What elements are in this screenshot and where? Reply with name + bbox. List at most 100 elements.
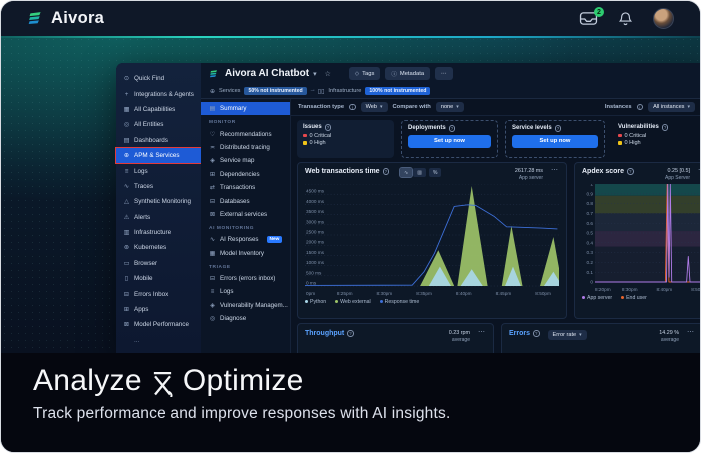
help-icon[interactable] — [324, 124, 332, 131]
help-icon[interactable] — [347, 330, 354, 337]
transactions-icon: ⇄ — [209, 185, 216, 192]
svg-text:8:40pm: 8:40pm — [657, 287, 673, 292]
sidebar-item-dashboards[interactable]: ▤ Dashboards — [116, 133, 201, 148]
sidebar-item-errors-inbox[interactable]: ⊟ Errors Inbox — [116, 286, 201, 301]
sidebar-item-apps[interactable]: ⊞ Apps — [116, 302, 201, 317]
help-icon[interactable] — [661, 124, 669, 131]
model-icon: ⊠ — [123, 321, 130, 329]
svg-text:0.6: 0.6 — [586, 221, 593, 226]
error-rate-select[interactable]: Error rate ▾ — [547, 330, 587, 340]
set-up-now-button[interactable]: Set up now — [408, 134, 491, 148]
more-button[interactable]: ⋯ — [551, 167, 558, 174]
nav-item-errors-errors-inbox[interactable]: ⊟ Errors (errors inbox) — [201, 272, 290, 285]
card-title: Issues — [303, 124, 322, 131]
database-icon: ⊟ — [209, 198, 216, 205]
svg-text:8:35pm: 8:35pm — [416, 291, 432, 296]
nav-item-transactions[interactable]: ⇄ Transactions — [201, 181, 290, 194]
sidebar-item-traces[interactable]: ∿ Traces — [116, 179, 201, 194]
more-button[interactable]: ⋯ — [687, 329, 694, 336]
svg-text:2000 ms: 2000 ms — [306, 240, 325, 245]
sidebar-item-logs[interactable]: ≡ Logs — [116, 163, 201, 178]
inbox-button[interactable]: 2 — [579, 7, 604, 26]
nav-item-label: Model Inventory — [220, 249, 265, 257]
sidebar-item-integrations-agents[interactable]: + Integrations & Agents — [116, 86, 201, 101]
svg-text:0.7: 0.7 — [586, 211, 593, 216]
help-icon[interactable] — [627, 168, 634, 175]
nav-item-distributed-tracing[interactable]: ≍ Distributed tracing — [201, 141, 290, 154]
user-avatar[interactable] — [653, 8, 674, 29]
svg-text:3000 ms: 3000 ms — [306, 219, 325, 224]
metadata-button[interactable]: ⓘ Metadata — [385, 67, 431, 80]
status-text: 0 High — [624, 140, 641, 146]
favorite-star-icon[interactable]: ☆ — [324, 70, 331, 78]
nav-item-diagnose[interactable]: ◎ Diagnose — [201, 312, 290, 325]
nav-item-vulnerability-managem[interactable]: ◈ Vulnerability Managem... — [201, 299, 290, 312]
sidebar-item-infrastructure[interactable]: ▥ Infrastructure — [116, 225, 201, 240]
nav-item-external-services[interactable]: ⊠ External services — [201, 208, 290, 221]
sidebar-item-model-performance[interactable]: ⊠ Model Performance — [116, 317, 201, 332]
nav-item-databases[interactable]: ⊟ Databases — [201, 194, 290, 207]
nav-item-summary[interactable]: ▤ Summary — [201, 102, 290, 116]
svg-text:0.5: 0.5 — [586, 231, 593, 236]
more-button[interactable]: ⋯ — [697, 167, 700, 174]
bottom-cards-row: Throughput 0.23 rpm average ⋯ Errors Err… — [297, 323, 700, 353]
web-transactions-chart: 0 ms 500 ms 1000 ms 1500 ms 2000 ms 2500 ms 30… — [305, 184, 559, 298]
help-icon[interactable] — [554, 125, 562, 132]
summary-icon: ▤ — [209, 106, 216, 113]
nav-item-ai-responses[interactable]: ∿ AI Responses New — [201, 233, 290, 246]
instances-select[interactable]: All instances ▾ — [648, 102, 695, 112]
transaction-type-select[interactable]: Web ▾ — [360, 102, 388, 112]
more-button[interactable]: ⋯ — [478, 329, 485, 336]
inbox-icon: ⊟ — [209, 276, 216, 283]
sidebar-item-synthetic-monitoring[interactable]: △ Synthetic Monitoring — [116, 194, 201, 209]
nav-item-label: Summary — [220, 105, 247, 113]
compare-with-select[interactable]: none ▾ — [435, 102, 464, 112]
globe-icon: ⊕ — [210, 88, 216, 95]
info-icon[interactable] — [349, 103, 356, 111]
help-icon[interactable] — [448, 125, 456, 132]
sidebar-item-all-capabilities[interactable]: ▦ All Capabilities — [116, 102, 201, 117]
help-icon[interactable] — [533, 330, 540, 337]
errors-title[interactable]: Errors — [509, 330, 531, 337]
sidebar-item-alerts[interactable]: ⚠ Alerts — [116, 210, 201, 225]
line-chart-toggle[interactable]: ∿ — [399, 167, 414, 178]
nav-item-label: Recommendations — [220, 130, 272, 138]
nav-item-recommendations[interactable]: ♡ Recommendations — [201, 127, 290, 140]
caption-subtitle: Track performance and improve responses … — [33, 405, 451, 422]
nav-item-logs[interactable]: ≡ Logs — [201, 285, 290, 298]
nav-item-dependencies[interactable]: ⊞ Dependencies — [201, 168, 290, 181]
nav-item-label: Databases — [220, 197, 250, 205]
svg-text:8:50pm: 8:50pm — [535, 291, 551, 296]
nav-item-label: Transactions — [220, 184, 256, 192]
sidebar-item-item[interactable]: ... — [116, 333, 201, 348]
sidebar-item-all-entities[interactable]: ◎ All Entities — [116, 117, 201, 132]
throughput-title[interactable]: Throughput — [305, 330, 345, 337]
sidebar-item-quick-find[interactable]: ⊙ Quick Find — [116, 71, 201, 86]
tags-button[interactable]: ◇ Tags — [348, 67, 381, 80]
chevron-down-icon: ▾ — [687, 104, 690, 110]
set-up-now-button[interactable]: Set up now — [512, 134, 598, 148]
card-header: Vulnerabilities — [618, 124, 690, 131]
instrumentation-row: ⊕ Services 50% not instrumented –◦ ▯▯ In… — [201, 84, 700, 98]
percent-toggle[interactable]: % — [429, 168, 442, 177]
sidebar-item-browser[interactable]: ▭ Browser — [116, 256, 201, 271]
sidebar-item-kubernetes[interactable]: ⊛ Kubernetes — [116, 240, 201, 255]
more-button[interactable]: ⋯ — [435, 67, 453, 80]
sidebar-item-apm-services[interactable]: ⊕ APM & Services — [115, 146, 202, 165]
notifications-bell-icon[interactable] — [618, 11, 633, 27]
bar-chart-toggle[interactable]: ▥ — [413, 168, 426, 177]
nav-item-model-inventory[interactable]: ▦ Model Inventory — [201, 247, 290, 260]
sidebar-item-label: Browser — [134, 259, 158, 267]
services-label: Services — [219, 88, 241, 94]
chevron-down-icon[interactable]: ▾ — [313, 70, 317, 78]
help-icon[interactable] — [382, 168, 390, 175]
brand[interactable]: Aivora — [27, 9, 104, 28]
inbox-icon — [579, 12, 598, 25]
helm-icon: ⊛ — [123, 244, 130, 252]
sidebar-item-mobile[interactable]: ▯ Mobile — [116, 271, 201, 286]
charts-row: Web transactions time ∿ ▥ % 2617.28 ms A… — [297, 162, 700, 319]
info-icon[interactable] — [636, 103, 644, 111]
nav-item-service-map[interactable]: ◈ Service map — [201, 154, 290, 167]
